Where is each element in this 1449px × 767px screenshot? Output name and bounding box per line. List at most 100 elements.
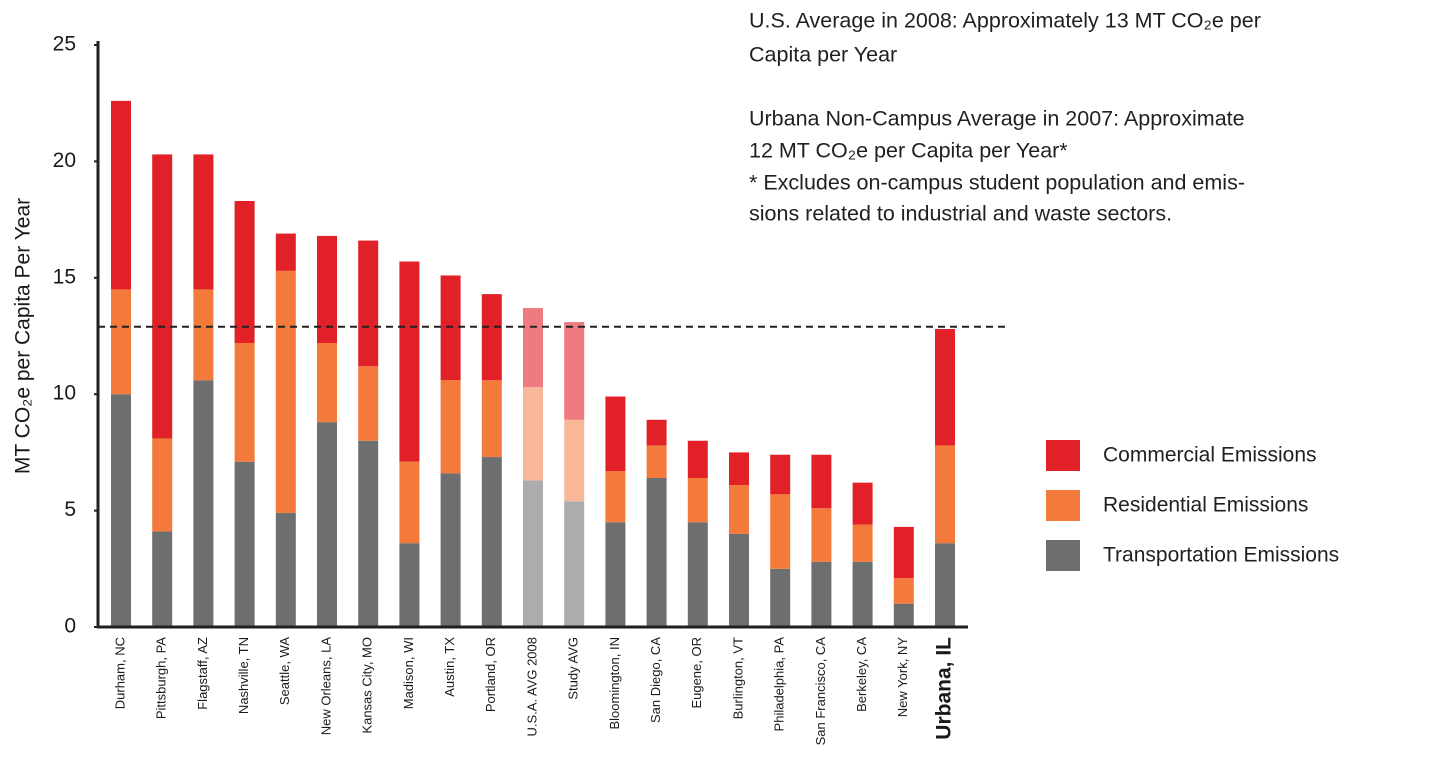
bar-segment bbox=[893, 603, 914, 627]
annotation: 12 MT CO₂e per Capita per Year* bbox=[749, 139, 1068, 163]
annotation: Capita per Year bbox=[749, 43, 897, 67]
x-tick-label: Pittsburgh, PA bbox=[154, 637, 169, 719]
bar-segment bbox=[770, 494, 791, 569]
bar-segment bbox=[811, 508, 832, 562]
bar-segment bbox=[523, 480, 543, 627]
y-tick-label: 10 bbox=[53, 382, 76, 405]
x-tick-label: Philadelphia, PA bbox=[772, 637, 787, 732]
bar-segment bbox=[358, 240, 379, 367]
x-tick-label: Study AVG bbox=[566, 637, 581, 700]
bar-segment bbox=[481, 457, 502, 627]
legend-swatch bbox=[1046, 490, 1080, 521]
x-tick-label: Flagstaff, AZ bbox=[195, 637, 210, 710]
bar-segment bbox=[893, 578, 914, 604]
bar-segment bbox=[564, 501, 585, 627]
bar-segment bbox=[687, 522, 708, 627]
x-tick-label: Seattle, WA bbox=[277, 637, 292, 705]
annotation: * Excludes on-campus student population … bbox=[749, 171, 1245, 195]
x-tick-label: San Francisco, CA bbox=[813, 637, 828, 746]
x-tick-label: Urbana, IL bbox=[933, 637, 956, 740]
y-tick-label: 0 bbox=[64, 615, 76, 638]
x-tick-label: Kansas City, MO bbox=[360, 637, 375, 734]
bar-segment bbox=[687, 440, 708, 479]
bar-segment bbox=[275, 233, 296, 271]
y-tick-label: 15 bbox=[53, 265, 76, 288]
x-tick-label: Berkeley, CA bbox=[854, 637, 869, 712]
bar-segment bbox=[440, 380, 461, 474]
bar-segment bbox=[234, 461, 255, 627]
bar-segment bbox=[111, 289, 131, 395]
x-tick-label: Durham, NC bbox=[112, 637, 127, 709]
bar-segment bbox=[275, 270, 296, 513]
x-tick-label: San Diego, CA bbox=[648, 637, 663, 723]
bar-segment bbox=[234, 342, 255, 462]
annotation: U.S. Average in 2008: Approximately 13 M… bbox=[749, 9, 1261, 33]
bar-segment bbox=[935, 445, 955, 544]
annotation: Urbana Non-Campus Average in 2007: Appro… bbox=[749, 107, 1245, 131]
bar-segment bbox=[605, 471, 626, 523]
x-tick-label: Burlington, VT bbox=[730, 637, 745, 719]
bar-segment bbox=[811, 454, 832, 509]
bar-segment bbox=[852, 561, 873, 627]
bar-segment bbox=[358, 440, 379, 627]
legend-swatch bbox=[1046, 540, 1080, 571]
y-tick-label: 25 bbox=[53, 33, 76, 56]
y-tick-label: 20 bbox=[53, 149, 76, 172]
bar-segment bbox=[523, 308, 543, 388]
x-tick-label: Austin, TX bbox=[442, 637, 457, 697]
bar-segment bbox=[646, 419, 667, 446]
bar-segment bbox=[935, 329, 955, 446]
legend-label: Commercial Emissions bbox=[1103, 444, 1317, 467]
bar-segment bbox=[152, 438, 173, 532]
bar-segment bbox=[729, 452, 749, 485]
x-tick-label: Portland, OR bbox=[483, 637, 498, 712]
bar-segment bbox=[358, 366, 379, 441]
legend-swatch bbox=[1046, 440, 1080, 471]
bar-segment bbox=[564, 322, 585, 420]
bar-segment bbox=[234, 200, 255, 343]
bar-segment bbox=[481, 380, 502, 458]
bar-segment bbox=[770, 568, 791, 627]
bar-segment bbox=[935, 543, 955, 627]
bar-segment bbox=[729, 484, 749, 534]
bar-segment bbox=[893, 526, 914, 579]
bar-segment bbox=[852, 524, 873, 562]
bar-segment bbox=[399, 261, 420, 462]
bar-segment bbox=[605, 522, 626, 627]
bar-segment bbox=[646, 478, 667, 627]
bar-segment bbox=[399, 461, 420, 544]
legend-label: Residential Emissions bbox=[1103, 494, 1308, 517]
bar-segment bbox=[193, 289, 214, 381]
bar-segment bbox=[111, 100, 131, 290]
bar-segment bbox=[275, 512, 296, 627]
bar-segment bbox=[152, 154, 173, 439]
x-tick-label: U.S.A. AVG 2008 bbox=[524, 637, 539, 736]
bar-segment bbox=[399, 543, 420, 627]
bar-segment bbox=[852, 482, 873, 525]
bar-segment bbox=[687, 478, 708, 523]
bar-segment bbox=[646, 445, 667, 479]
bar-segment bbox=[440, 473, 461, 627]
bar-segment bbox=[193, 380, 214, 627]
annotation: sions related to industrial and waste se… bbox=[749, 202, 1172, 226]
x-tick-label: New York, NY bbox=[895, 637, 910, 718]
bar-segment bbox=[440, 275, 461, 381]
bar-segment bbox=[317, 235, 337, 343]
bar-segment bbox=[193, 154, 214, 290]
x-tick-label: New Orleans, LA bbox=[318, 637, 333, 736]
x-tick-label: Bloomington, IN bbox=[607, 637, 622, 730]
bar-segment bbox=[729, 533, 749, 627]
y-axis-label: MT CO₂e per Capita Per Year bbox=[12, 198, 35, 474]
bar-segment bbox=[770, 454, 791, 495]
y-tick-label: 5 bbox=[64, 498, 76, 521]
x-tick-label: Nashville, TN bbox=[236, 637, 251, 714]
bar-segment bbox=[605, 396, 626, 472]
bar-segment bbox=[317, 342, 337, 423]
bar-segment bbox=[564, 419, 585, 502]
x-tick-label: Madison, WI bbox=[401, 637, 416, 709]
bar-segment bbox=[481, 294, 502, 381]
bar-segment bbox=[811, 561, 832, 627]
legend-label: Transportation Emissions bbox=[1103, 544, 1339, 567]
bar-segment bbox=[152, 531, 173, 627]
